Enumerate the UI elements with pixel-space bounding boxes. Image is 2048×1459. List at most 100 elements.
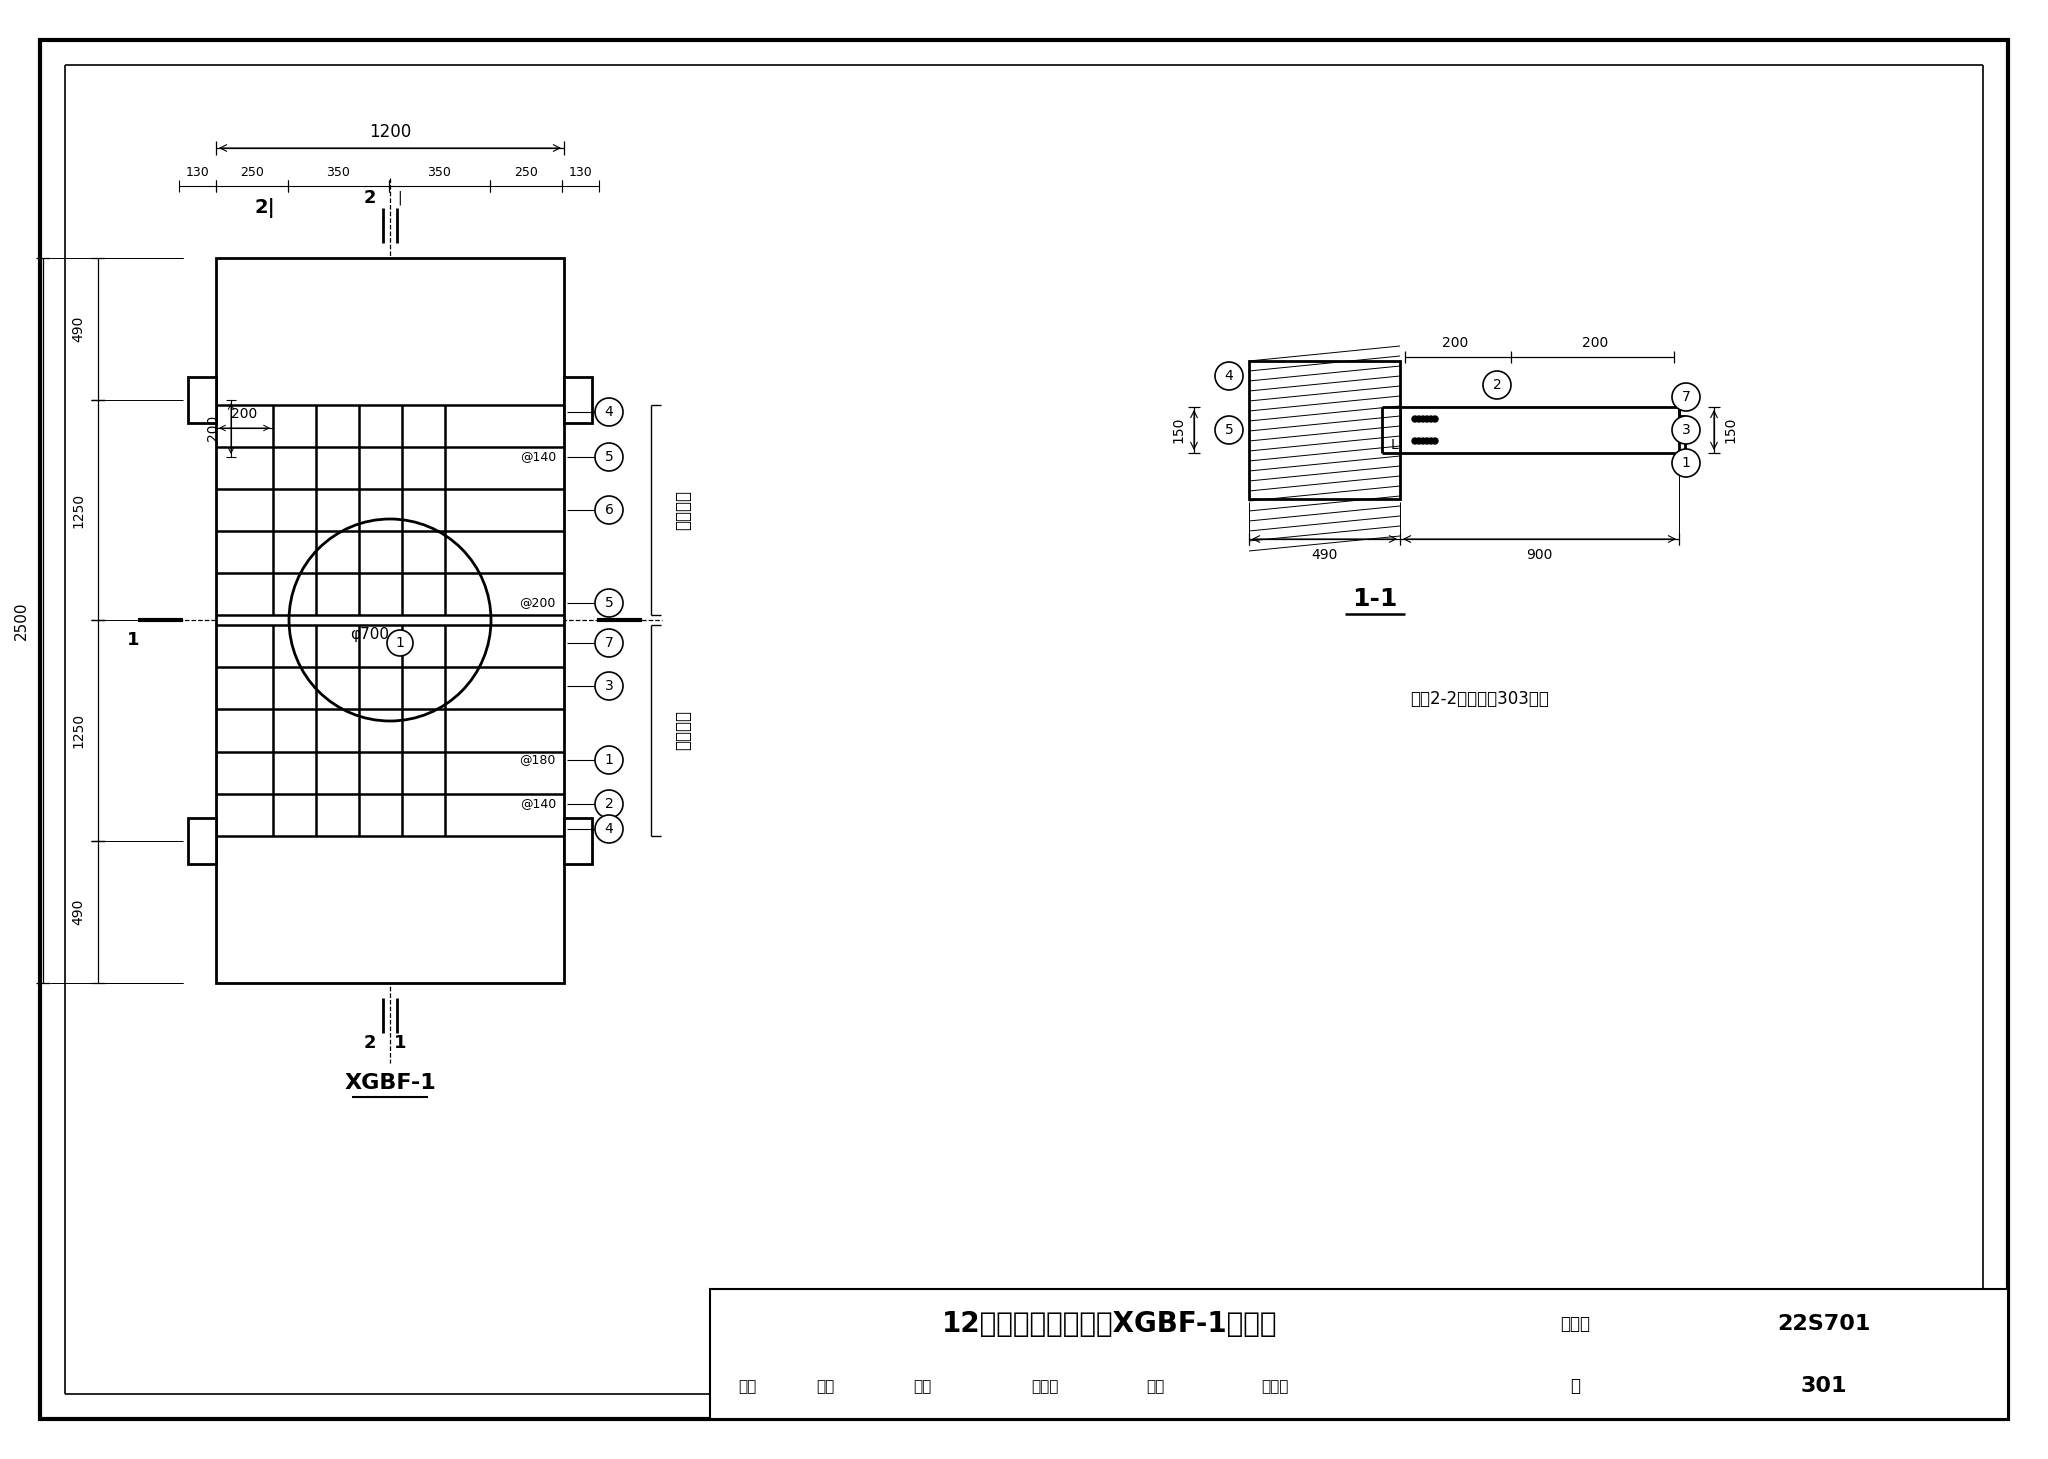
Circle shape bbox=[596, 673, 623, 700]
Text: L: L bbox=[1391, 438, 1399, 452]
Text: @180: @180 bbox=[520, 753, 555, 766]
Text: 200: 200 bbox=[1581, 336, 1608, 350]
Text: 200: 200 bbox=[207, 414, 219, 441]
Text: 490: 490 bbox=[72, 315, 86, 343]
Text: 250: 250 bbox=[240, 165, 264, 178]
Text: 4: 4 bbox=[604, 821, 612, 836]
Text: @140: @140 bbox=[520, 798, 555, 811]
Text: 490: 490 bbox=[72, 899, 86, 925]
Bar bbox=[188, 818, 215, 864]
Text: 7: 7 bbox=[604, 636, 612, 651]
Circle shape bbox=[1419, 416, 1425, 422]
Text: 设计: 设计 bbox=[1147, 1379, 1163, 1393]
Text: 7: 7 bbox=[1681, 390, 1690, 404]
Text: 150: 150 bbox=[1722, 417, 1737, 444]
Text: 1200: 1200 bbox=[369, 123, 412, 142]
Text: 12号化粪池现浇盖板XGBF-1配筋图: 12号化粪池现浇盖板XGBF-1配筋图 bbox=[942, 1310, 1278, 1338]
Text: @200: @200 bbox=[520, 597, 555, 610]
Text: 3: 3 bbox=[1681, 423, 1690, 438]
Text: 1: 1 bbox=[127, 630, 139, 649]
Circle shape bbox=[1483, 371, 1511, 398]
Bar bbox=[563, 818, 592, 864]
Circle shape bbox=[1427, 438, 1434, 444]
Circle shape bbox=[596, 746, 623, 775]
Text: 200: 200 bbox=[1442, 336, 1468, 350]
Text: 下层钢筋: 下层钢筋 bbox=[674, 711, 692, 750]
Circle shape bbox=[1419, 438, 1425, 444]
Bar bbox=[711, 1288, 2007, 1420]
Bar bbox=[188, 376, 215, 423]
Text: 6: 6 bbox=[604, 503, 614, 516]
Text: 200: 200 bbox=[231, 407, 258, 422]
Circle shape bbox=[1671, 416, 1700, 444]
Text: 2|: 2| bbox=[254, 198, 274, 217]
Text: 5: 5 bbox=[604, 595, 612, 610]
Text: 1: 1 bbox=[604, 753, 614, 767]
Circle shape bbox=[596, 589, 623, 617]
Text: 2: 2 bbox=[365, 190, 377, 207]
Text: 900: 900 bbox=[1526, 549, 1552, 562]
Circle shape bbox=[596, 398, 623, 426]
Text: 1250: 1250 bbox=[72, 493, 86, 528]
Text: 1: 1 bbox=[1681, 457, 1690, 470]
Text: 490: 490 bbox=[1311, 549, 1337, 562]
Text: 2: 2 bbox=[604, 797, 612, 811]
Text: 2: 2 bbox=[365, 1034, 377, 1052]
Text: 250: 250 bbox=[514, 165, 539, 178]
Text: 页: 页 bbox=[1571, 1377, 1579, 1395]
Text: 2500: 2500 bbox=[14, 601, 29, 639]
Text: 150: 150 bbox=[1171, 417, 1186, 444]
Text: 审核: 审核 bbox=[737, 1379, 756, 1393]
Circle shape bbox=[1214, 362, 1243, 390]
Circle shape bbox=[1427, 416, 1434, 422]
Text: |: | bbox=[397, 191, 401, 206]
Text: 5: 5 bbox=[604, 449, 612, 464]
Text: 130: 130 bbox=[186, 165, 209, 178]
Text: 2: 2 bbox=[1493, 378, 1501, 392]
Text: 注：2-2剖面见第303页。: 注：2-2剖面见第303页。 bbox=[1411, 690, 1550, 708]
Circle shape bbox=[1214, 416, 1243, 444]
Text: 1250: 1250 bbox=[72, 713, 86, 748]
Circle shape bbox=[387, 630, 414, 657]
Circle shape bbox=[1411, 438, 1417, 444]
Text: 校对: 校对 bbox=[913, 1379, 932, 1393]
Circle shape bbox=[1432, 438, 1438, 444]
Circle shape bbox=[1415, 416, 1421, 422]
Circle shape bbox=[596, 444, 623, 471]
Text: 4: 4 bbox=[1225, 369, 1233, 384]
Bar bbox=[563, 376, 592, 423]
Text: 张凯博: 张凯博 bbox=[1262, 1379, 1288, 1393]
Text: 4: 4 bbox=[604, 406, 612, 419]
Text: 3: 3 bbox=[604, 678, 612, 693]
Text: 洪财滦: 洪财滦 bbox=[1032, 1379, 1059, 1393]
Circle shape bbox=[1423, 416, 1430, 422]
Text: 350: 350 bbox=[326, 165, 350, 178]
Circle shape bbox=[596, 789, 623, 818]
Circle shape bbox=[1671, 449, 1700, 477]
Bar bbox=[215, 258, 563, 983]
Text: 王军: 王军 bbox=[815, 1379, 834, 1393]
Circle shape bbox=[1671, 384, 1700, 411]
Text: 1-1: 1-1 bbox=[1352, 587, 1397, 611]
Circle shape bbox=[1423, 438, 1430, 444]
Text: φ700: φ700 bbox=[350, 627, 389, 642]
Circle shape bbox=[1432, 416, 1438, 422]
Text: 130: 130 bbox=[569, 165, 592, 178]
Text: XGBF-1: XGBF-1 bbox=[344, 1072, 436, 1093]
Bar bbox=[1249, 360, 1401, 499]
Bar bbox=[1401, 407, 1679, 452]
Text: @140: @140 bbox=[520, 451, 555, 464]
Text: 5: 5 bbox=[1225, 423, 1233, 438]
Circle shape bbox=[596, 496, 623, 524]
Text: 1: 1 bbox=[395, 636, 403, 651]
Circle shape bbox=[1411, 416, 1417, 422]
Text: 301: 301 bbox=[1800, 1376, 1847, 1396]
Text: 350: 350 bbox=[428, 165, 451, 178]
Text: 1: 1 bbox=[393, 1034, 406, 1052]
Text: 图集号: 图集号 bbox=[1561, 1315, 1589, 1334]
Circle shape bbox=[596, 816, 623, 843]
Text: 22S701: 22S701 bbox=[1778, 1315, 1870, 1334]
Circle shape bbox=[1415, 438, 1421, 444]
Text: 上层钢筋: 上层钢筋 bbox=[674, 490, 692, 530]
Circle shape bbox=[596, 629, 623, 657]
